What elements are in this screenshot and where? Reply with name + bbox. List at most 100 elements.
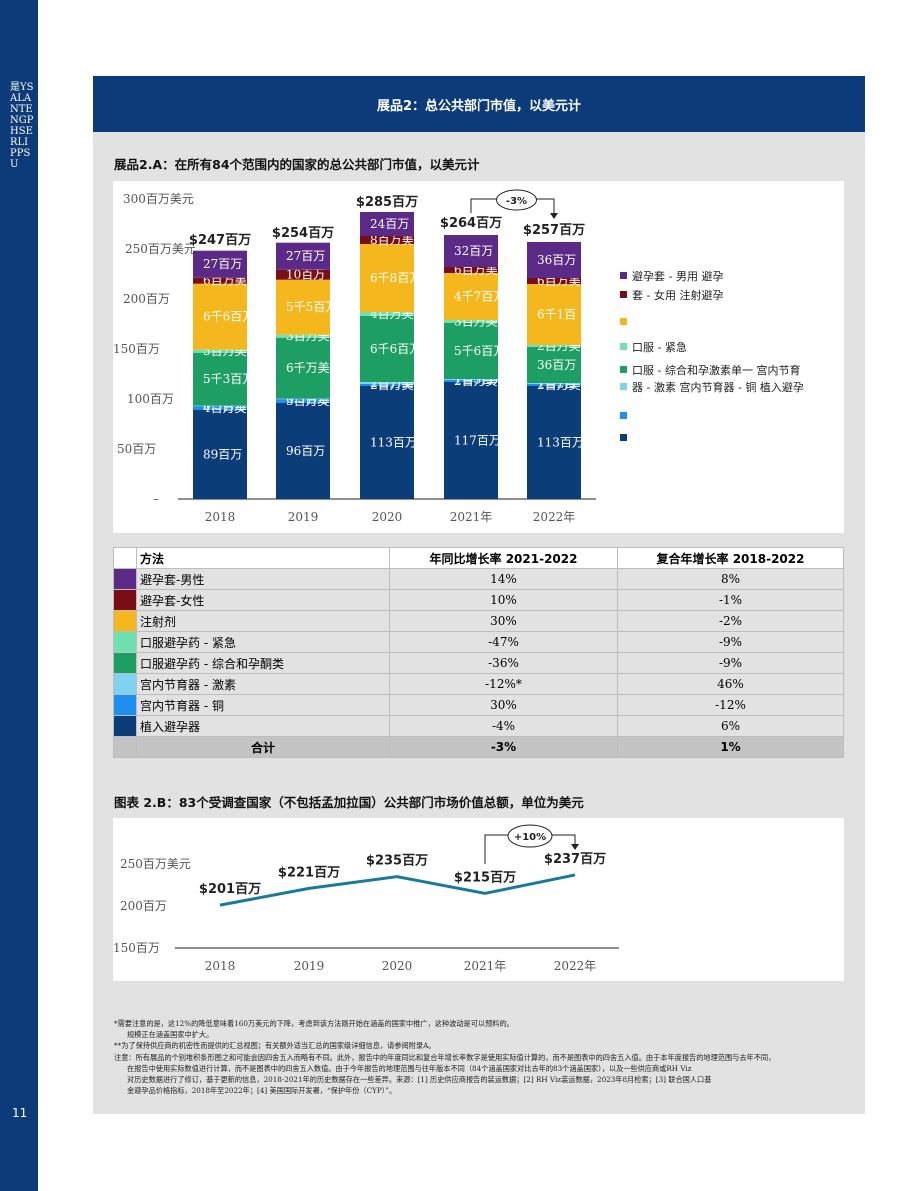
bar-segment-condom_male (360, 212, 414, 236)
total-yoy: -3% (389, 736, 618, 758)
bar-segment-implant (444, 382, 498, 499)
method-name: 宫内节育器 - 激素 (136, 673, 390, 695)
cagr-value: -9% (617, 652, 844, 674)
bar-total-label: $254百万 (272, 226, 334, 241)
bar-segment-condom_female (444, 267, 498, 273)
bar-segment-condom_female (360, 236, 414, 244)
change-badge-text: +10% (514, 832, 546, 843)
method-color-swatch (113, 673, 137, 695)
footnote: 金避孕品价格指标，2018年至2022年；[4] 美国国际开发署，“保护年份（C… (127, 1086, 397, 1096)
bar-segment-label: 117百万 (454, 434, 501, 448)
legend-swatch (620, 272, 627, 279)
bar-segment-condom_female (193, 277, 247, 284)
footnotes: *需要注意的是，这12%的降低意味着160万美元的下降，考虑到该方法刚开始在涵盖… (114, 1018, 920, 1096)
cagr-value: 8% (617, 568, 844, 590)
footnote: *需要注意的是，这12%的降低意味着160万美元的下降，考虑到该方法刚开始在涵盖… (114, 1019, 514, 1028)
bar-segment-label: 36百万 (537, 253, 576, 267)
bar-segment-implant (276, 403, 330, 499)
change-badge-text: -3% (506, 196, 527, 207)
table-row: 植入避孕器 -4% 6% (113, 715, 844, 737)
legend-label: 套 - 女用 注射避孕 (632, 289, 724, 302)
exhibit-banner-title: 展品2：总公共部门市值，以美元计 (93, 76, 865, 132)
method-color-swatch (113, 589, 137, 611)
bar-segment-oral_emergency (276, 334, 330, 338)
point-label: $201百万 (199, 882, 261, 897)
legend-item-iud-hormonal: 器 - 激素 宫内节育器 - 铜 植入避孕 (620, 379, 804, 395)
yoy-value: 30% (389, 694, 618, 716)
bar-segment-label: 27百万 (203, 257, 242, 271)
bar-segment-iud_copper (360, 384, 414, 386)
x-tick-label: 2020 (372, 510, 403, 524)
method-color-swatch (113, 715, 137, 737)
arrow-down-icon (571, 844, 579, 850)
growth-table: 方法 年同比增长率 2021-2022 复合年增长率 2018-2022 避孕套… (113, 547, 844, 758)
legend-item-oral-emergency: 口服 - 紧急 (620, 339, 687, 355)
legend-item-implant (620, 430, 632, 441)
y-tick-label: 100百万 (127, 392, 174, 406)
stacked-bar-chart: 300百万美元250百万美元200百万150百万100百万50百万–89百万4百… (113, 189, 596, 524)
legend-swatch (620, 434, 627, 441)
x-tick-label: 2021年 (450, 510, 493, 524)
bar-segment-oral_emergency (527, 345, 581, 347)
legend-item-injectable (620, 314, 632, 325)
bar-segment-condom_female (276, 269, 330, 280)
yoy-value: -4% (389, 715, 618, 737)
y-tick-label: 300百万美元 (123, 192, 194, 206)
bar-segment-oral_combined (276, 337, 330, 399)
legend-item-condom-male: 避孕套 - 男用 避孕 (620, 268, 723, 284)
table-header-method: 方法 (136, 547, 390, 569)
method-name: 宫内节育器 - 铜 (136, 694, 390, 716)
table-header-yoy: 年同比增长率 2021-2022 (389, 547, 618, 569)
method-name: 植入避孕器 (136, 715, 390, 737)
legend-label: 器 - 激素 宫内节育器 - 铜 植入避孕 (632, 381, 804, 394)
bar-segment-label: 24百万 (370, 217, 409, 231)
chart-a-card: 300百万美元 250百万美元 200百万 150百万 100百万 50百万 –89百万 4百… (113, 181, 844, 533)
x-tick-label: 2021年 (464, 959, 507, 973)
method-color-swatch (113, 694, 137, 716)
bar-segment-iud_copper (444, 380, 498, 382)
bar-segment-condom_male (193, 250, 247, 278)
legend-swatch (620, 366, 627, 373)
bar-segment-oral_combined (360, 316, 414, 382)
bar-segment-iud_copper (193, 406, 247, 410)
footnote: 在报告中使用实际数值进行计算，而不是图表中的四舍五入数值。由于今年报告的地理范围… (127, 1063, 692, 1073)
cagr-value: 46% (617, 673, 844, 695)
change-badge (507, 824, 553, 848)
yoy-value: -47% (389, 631, 618, 653)
chart-b-subtitle: 图表 2.B：83个受调查国家（不包括孟加拉国）公共部门市场价值总额，单位为美元 (114, 795, 584, 810)
bar-segment-iud_hormonal (360, 382, 414, 384)
bar-segment-condom_male (527, 242, 581, 278)
bar-segment-label: 113百万 (370, 436, 417, 450)
bar-total-label: $247百万 (189, 233, 251, 248)
bar-segment-oral_emergency (193, 349, 247, 353)
table-row: 口服避孕药 - 综合和孕酮类 -36% -9% (113, 652, 844, 674)
table-row: 口服避孕药 - 紧急 -47% -9% (113, 631, 844, 653)
bar-total-label: $257百万 (523, 223, 585, 238)
y-tick-label: 250百万美元 (125, 242, 196, 256)
x-tick-label: 2019 (294, 959, 325, 973)
bar-segment-label: 27百万 (286, 249, 325, 263)
bar-segment-oral_combined (444, 323, 498, 379)
bar-segment-label: 32百万 (454, 244, 493, 258)
bar-segment-iud_copper (527, 384, 581, 386)
legend-label: 避孕套 - 男用 避孕 (632, 270, 724, 283)
arrow-down-icon (550, 213, 558, 219)
y-tick-label: 200百万 (123, 292, 170, 306)
x-tick-label: 2022年 (533, 510, 576, 524)
total-label: 合计 (136, 736, 390, 758)
bar-segment-iud_hormonal (276, 398, 330, 400)
yoy-value: 14% (389, 568, 618, 590)
cagr-value: -1% (617, 589, 844, 611)
method-color-swatch (113, 631, 137, 653)
method-color-swatch (113, 568, 137, 590)
series-line (219, 873, 576, 907)
y-tick-label: 150百万 (113, 941, 160, 955)
bar-segment-injectable (276, 279, 330, 335)
total-swatch (113, 736, 137, 758)
bar-segment-label: 4千7百万元 (454, 290, 517, 304)
cagr-value: -2% (617, 610, 844, 632)
legend-swatch (620, 343, 627, 350)
method-color-swatch (113, 652, 137, 674)
chart-b-card: 250百万美元 200百万 150百万 $201百万 2018 $221百万 2019 $23… (113, 818, 844, 981)
bar-segment-injectable (360, 244, 414, 312)
